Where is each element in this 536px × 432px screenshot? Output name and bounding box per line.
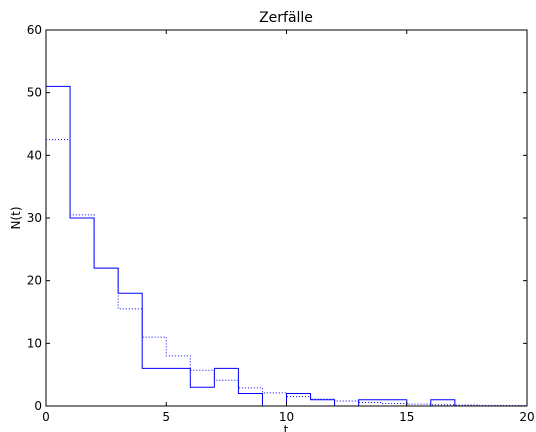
y-tick-label: 60 bbox=[27, 23, 42, 37]
x-axis-label: t bbox=[284, 423, 289, 432]
x-tick-label: 20 bbox=[519, 410, 534, 424]
axis-ticks: 0 5 10 15 20 0 10 20 30 40 50 60 bbox=[27, 23, 535, 424]
y-axis-label: N(t) bbox=[9, 206, 23, 229]
y-tick-label: 30 bbox=[27, 211, 42, 225]
y-tick-label: 50 bbox=[27, 86, 42, 100]
y-tick-label: 40 bbox=[27, 148, 42, 162]
x-tick-label: 5 bbox=[162, 410, 170, 424]
y-tick-label: 20 bbox=[27, 274, 42, 288]
y-tick-label: 10 bbox=[27, 336, 42, 350]
chart-title: Zerfälle bbox=[259, 10, 313, 26]
x-tick-label: 10 bbox=[279, 410, 294, 424]
series-line-2 bbox=[46, 139, 527, 406]
y-tick-label: 0 bbox=[34, 399, 42, 413]
x-tick-label: 15 bbox=[399, 410, 414, 424]
x-tick-label: 0 bbox=[42, 410, 50, 424]
